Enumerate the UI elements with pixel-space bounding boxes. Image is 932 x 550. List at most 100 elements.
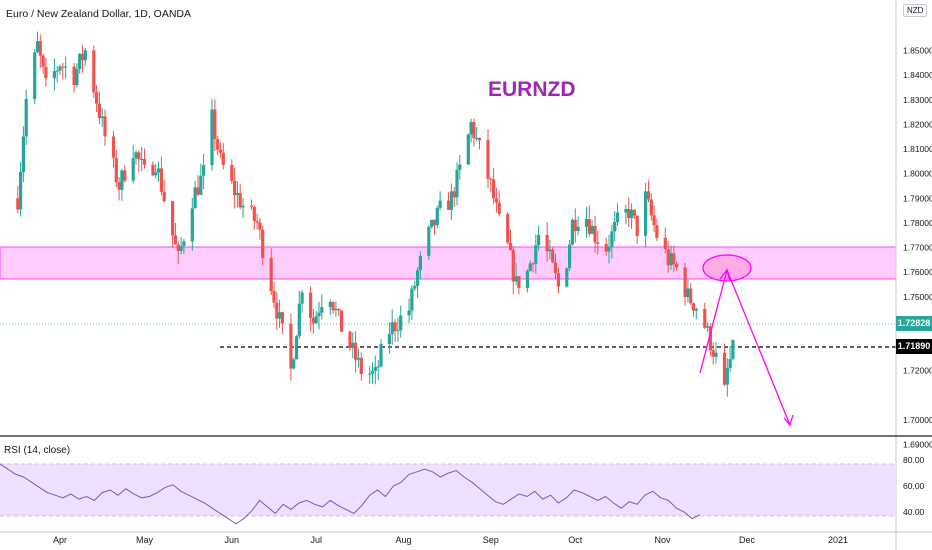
candle-body-114 xyxy=(466,134,470,165)
candle-body-68 xyxy=(280,312,284,324)
candle-body-160 xyxy=(646,191,651,200)
candle-body-164 xyxy=(663,237,667,250)
candle-body-115 xyxy=(469,122,473,135)
candle-body-100 xyxy=(410,288,414,311)
candle-body-47 xyxy=(199,175,203,195)
candle-body-127 xyxy=(514,276,518,282)
candle-body-157 xyxy=(632,209,636,216)
candle-body-0 xyxy=(16,198,20,210)
candle-body-9 xyxy=(52,71,56,79)
candle-body-136 xyxy=(551,249,555,263)
candle-body-20 xyxy=(95,92,99,104)
time-tick-label-8: Dec xyxy=(739,535,756,545)
candle-body-34 xyxy=(151,164,155,176)
candle-body-128 xyxy=(517,276,521,289)
last-price-tag: 1.72828 xyxy=(896,316,932,331)
candle-body-174 xyxy=(703,308,707,328)
candle-body-106 xyxy=(432,219,437,226)
candle-body-88 xyxy=(359,357,363,374)
price-tick-label-5: 1.80000 xyxy=(903,169,932,179)
candle-body-73 xyxy=(300,292,304,304)
candle-body-27 xyxy=(120,170,124,190)
candle-body-86 xyxy=(354,342,358,360)
candle-body-180 xyxy=(725,367,729,385)
candle-body-117 xyxy=(475,138,479,139)
forecast-arrow-up-head xyxy=(719,268,731,282)
candle-body-48 xyxy=(202,165,206,176)
time-tick-label-7: Nov xyxy=(654,535,671,545)
price-tick-label-13: 1.70000 xyxy=(903,415,932,425)
rsi-tick-label-1: 60.00 xyxy=(903,481,925,491)
candle-body-29 xyxy=(131,158,135,181)
candle-body-85 xyxy=(351,342,355,348)
candle-body-146 xyxy=(590,225,594,234)
candle-body-175 xyxy=(706,326,710,328)
time-tick-label-1: May xyxy=(136,535,154,545)
candle-body-25 xyxy=(114,157,118,183)
candle-body-156 xyxy=(630,209,634,219)
candle-body-112 xyxy=(455,169,459,198)
candle-body-19 xyxy=(92,50,96,93)
candles xyxy=(16,31,735,397)
candle-body-103 xyxy=(418,255,422,271)
candle-body-108 xyxy=(438,200,442,208)
candle-body-90 xyxy=(370,371,375,374)
rsi-line xyxy=(0,463,701,525)
candle-body-78 xyxy=(320,307,324,313)
candle-body-41 xyxy=(176,244,180,251)
candle-body-57 xyxy=(238,192,242,208)
candle-body-44 xyxy=(190,208,194,242)
candle-body-139 xyxy=(565,268,569,287)
candle-body-49 xyxy=(210,109,214,166)
candle-body-5 xyxy=(35,41,40,53)
candle-body-7 xyxy=(41,55,45,67)
resistance-zone xyxy=(0,246,897,280)
candle-body-35 xyxy=(154,172,158,176)
candle-body-66 xyxy=(275,302,279,319)
candle-body-64 xyxy=(269,258,273,292)
candle-body-77 xyxy=(317,312,321,317)
rsi-axis: 80.00 60.00 40.00 xyxy=(903,455,925,517)
time-tick-label-2: Jun xyxy=(225,535,240,545)
candle-body-141 xyxy=(570,219,574,245)
candle-body-138 xyxy=(556,273,560,287)
candle-body-46 xyxy=(196,187,200,195)
candle-body-80 xyxy=(331,302,335,311)
candle-body-74 xyxy=(309,292,313,318)
candle-body-89 xyxy=(368,373,372,375)
currency-badge[interactable]: NZD xyxy=(903,4,928,17)
price-tick-label-6: 1.79000 xyxy=(903,193,932,203)
price-tick-label-2: 1.83000 xyxy=(903,95,932,105)
candle-body-94 xyxy=(387,334,391,345)
candle-body-111 xyxy=(452,191,456,198)
candle-body-98 xyxy=(399,315,403,331)
candle-body-75 xyxy=(311,317,315,324)
candle-body-55 xyxy=(233,181,237,196)
candle-body-149 xyxy=(604,243,608,252)
candle-body-167 xyxy=(672,253,676,264)
candle-body-168 xyxy=(675,263,679,268)
candle-body-154 xyxy=(624,209,628,213)
candle-body-107 xyxy=(435,208,439,226)
candle-body-31 xyxy=(137,152,141,160)
price-tick-label-1: 1.84000 xyxy=(903,70,932,80)
price-tick-label-9: 1.76000 xyxy=(903,267,932,277)
symbol-title: Euro / New Zealand Dollar, 1D, OANDA xyxy=(6,8,191,20)
candle-body-30 xyxy=(134,152,138,159)
candle-body-109 xyxy=(446,200,451,210)
candle-body-38 xyxy=(162,191,166,202)
rsi-tick-label-0: 80.00 xyxy=(903,455,925,465)
candle-body-52 xyxy=(218,149,223,153)
candle-body-148 xyxy=(596,242,600,244)
candle-body-105 xyxy=(430,219,434,227)
candle-body-36 xyxy=(156,168,161,173)
candle-body-144 xyxy=(584,219,589,227)
candle-body-56 xyxy=(235,192,239,196)
candle-body-118 xyxy=(477,138,482,141)
candle-body-26 xyxy=(117,182,121,190)
rsi-indicator-label[interactable]: RSI (14, close) xyxy=(4,445,71,456)
time-tick-label-3: Jul xyxy=(310,535,322,545)
candle-body-176 xyxy=(708,326,712,351)
candle-body-39 xyxy=(171,201,175,236)
